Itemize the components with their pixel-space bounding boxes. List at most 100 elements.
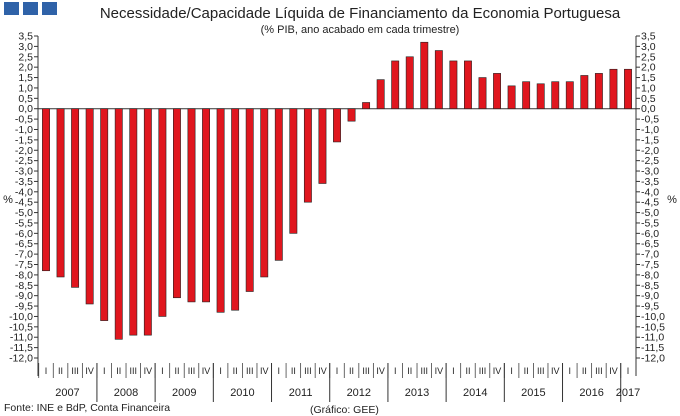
- y-tick-label-left: -4,0: [15, 186, 33, 198]
- y-tick-label-left: -3,0: [15, 166, 33, 178]
- y-axis-label-left: %: [3, 194, 13, 206]
- y-tick-label-left: -8,5: [15, 280, 33, 292]
- y-tick-label-right: -6,5: [641, 238, 659, 250]
- quarter-label: III: [246, 366, 254, 376]
- y-tick-label-right: 2,5: [641, 51, 656, 63]
- y-tick-label-left: -6,0: [15, 228, 33, 240]
- y-tick-label-left: 0,0: [18, 103, 33, 115]
- y-tick-label-left: -1,0: [15, 124, 33, 136]
- y-axis-label-right: %: [667, 194, 677, 206]
- bar: [522, 81, 531, 110]
- year-label: 2010: [230, 387, 254, 399]
- bar: [85, 108, 94, 305]
- chart-credit: (Gráfico: GEE): [310, 404, 379, 416]
- y-tick-label-left: -3,5: [15, 176, 33, 188]
- y-tick-label-right: -10,5: [641, 321, 665, 333]
- quarter-label: IV: [318, 366, 327, 376]
- bar: [187, 108, 196, 303]
- quarter-label: III: [304, 366, 312, 376]
- bar: [536, 83, 545, 110]
- y-tick-label-right: 1,0: [641, 82, 656, 94]
- y-tick-label-left: 1,5: [18, 72, 33, 84]
- y-tick-label-right: -12,0: [641, 353, 665, 365]
- bar: [551, 81, 560, 110]
- quarter-label: III: [595, 366, 603, 376]
- bar: [158, 108, 167, 317]
- bar: [289, 108, 298, 234]
- chart-subtitle: (% PIB, ano acabado em cada trimestre): [260, 24, 460, 36]
- quarter-label: II: [407, 366, 412, 376]
- bar: [347, 108, 356, 122]
- y-tick-label-right: -9,5: [641, 301, 659, 313]
- y-tick-label-right: -9,0: [641, 290, 659, 302]
- y-tick-label-right: -2,5: [641, 155, 659, 167]
- bar: [56, 108, 65, 278]
- bar: [231, 108, 240, 311]
- y-tick-label-right: -2,0: [641, 145, 659, 157]
- quarter-label: IV: [260, 366, 269, 376]
- bar: [42, 108, 50, 272]
- y-tick-label-right: -1,0: [641, 124, 659, 136]
- y-tick-label-left: -7,5: [15, 259, 33, 271]
- quarter-label: IV: [493, 366, 502, 376]
- bar: [449, 60, 458, 110]
- y-tick-label-left: -5,0: [15, 207, 33, 219]
- y-tick-label-left: 1,0: [18, 82, 33, 94]
- quarter-label: II: [582, 366, 587, 376]
- y-tick-label-left: 0,5: [18, 93, 33, 105]
- quarter-label: IV: [144, 366, 153, 376]
- year-label: 2017: [616, 387, 640, 399]
- bar: [362, 102, 371, 110]
- year-label: 2007: [55, 387, 79, 399]
- quarter-label: I: [103, 366, 106, 376]
- y-tick-label-right: 1,5: [641, 72, 656, 84]
- quarter-label: III: [71, 366, 79, 376]
- y-tick-label-left: -2,0: [15, 145, 33, 157]
- y-tick-label-right: -5,0: [641, 207, 659, 219]
- bar: [391, 60, 400, 110]
- quarter-label: I: [394, 366, 397, 376]
- bar: [303, 108, 312, 203]
- quarter-label: III: [188, 366, 196, 376]
- bar: [202, 108, 210, 303]
- y-tick-label-right: -0,5: [641, 114, 659, 126]
- bar: [143, 108, 152, 336]
- quarter-label: III: [537, 366, 545, 376]
- chart-title: Necessidade/Capacidade Líquida de Financ…: [99, 5, 621, 22]
- y-tick-label-right: -3,5: [641, 176, 659, 188]
- y-tick-label-left: 3,5: [18, 31, 33, 43]
- bar: [624, 68, 632, 110]
- logo-block: [23, 2, 38, 15]
- y-tick-label-left: -6,5: [15, 238, 33, 250]
- quarter-label: IV: [551, 366, 560, 376]
- y-tick-label-left: 2,5: [18, 51, 33, 63]
- quarter-label: III: [362, 366, 370, 376]
- quarter-label: I: [45, 366, 48, 376]
- y-tick-label-left: -1,5: [15, 134, 33, 146]
- bar: [274, 108, 283, 261]
- y-tick-label-right: -10,0: [641, 311, 665, 323]
- quarter-label: III: [421, 366, 429, 376]
- year-label: 2013: [405, 387, 429, 399]
- y-tick-label-right: -5,5: [641, 217, 659, 229]
- bar: [594, 73, 603, 110]
- y-tick-label-right: -11,5: [641, 342, 664, 354]
- bar: [216, 108, 225, 313]
- y-tick-label-right: -11,0: [641, 332, 664, 344]
- quarter-label: IV: [85, 366, 94, 376]
- bar: [260, 108, 269, 278]
- bar: [405, 56, 414, 110]
- quarter-label: I: [219, 366, 222, 376]
- quarter-label: II: [174, 366, 179, 376]
- quarter-label: III: [479, 366, 487, 376]
- y-tick-label-right: -1,5: [641, 134, 659, 146]
- y-tick-label-left: -4,5: [15, 197, 33, 209]
- bar: [333, 108, 341, 143]
- y-tick-label-right: -8,0: [641, 269, 659, 281]
- bar: [478, 77, 487, 110]
- quarter-label: II: [291, 366, 296, 376]
- y-tick-label-left: -0,5: [15, 114, 33, 126]
- y-tick-label-right: -7,0: [641, 249, 659, 261]
- quarter-label: IV: [376, 366, 385, 376]
